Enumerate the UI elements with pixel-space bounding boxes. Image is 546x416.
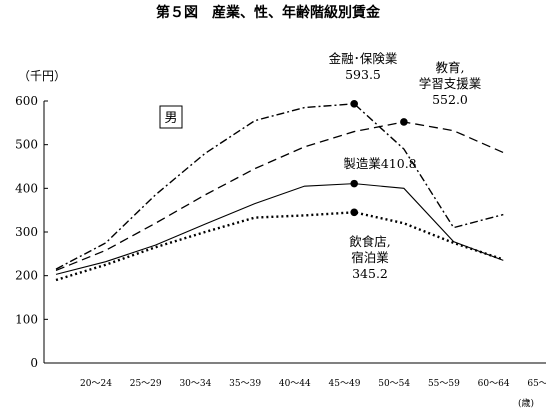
y-tick-label: 600 bbox=[15, 94, 38, 108]
x-tick-label: 50～54 bbox=[378, 379, 410, 389]
x-tick-label: 60～64 bbox=[478, 379, 510, 389]
series-annotation: 製造業410.8 bbox=[343, 156, 416, 171]
x-unit-label: (歳) bbox=[518, 397, 534, 409]
x-tick-label: 55～59 bbox=[428, 379, 460, 389]
series-line bbox=[55, 211, 504, 282]
y-tick-label: 400 bbox=[15, 181, 38, 195]
series-line bbox=[55, 183, 504, 275]
series-annotation: 教育, bbox=[436, 60, 465, 75]
chart-title: 第５図 産業、性、年齢階級別賃金 bbox=[156, 4, 381, 21]
series-annotation: 飲食店, bbox=[349, 234, 390, 249]
x-tick-label: 40～44 bbox=[279, 379, 311, 389]
x-tick-label: 35～39 bbox=[229, 379, 261, 389]
x-tick-label: 30～34 bbox=[179, 379, 211, 389]
series-annotation: 宿泊業 bbox=[351, 250, 389, 265]
peak-marker bbox=[350, 100, 359, 108]
sex-label-frame bbox=[159, 105, 183, 129]
sex-label-box: 男 bbox=[159, 105, 183, 129]
series-annotation: 学習支援業 bbox=[419, 76, 482, 91]
y-tick-label: 100 bbox=[15, 312, 38, 326]
series-line bbox=[55, 121, 504, 272]
x-tick-label: 65～69 bbox=[527, 379, 546, 389]
x-tick-label: 45～49 bbox=[329, 379, 361, 389]
peak-marker bbox=[400, 118, 408, 126]
y-tick-label: 200 bbox=[15, 269, 38, 283]
series-annotation: 552.0 bbox=[432, 92, 468, 107]
y-tick-label: 0 bbox=[30, 356, 38, 370]
y-tick-label: 500 bbox=[15, 138, 38, 152]
peak-marker bbox=[350, 208, 359, 217]
peak-marker bbox=[350, 179, 359, 188]
series-line bbox=[55, 103, 504, 270]
plot-area: 0 100 200 300 400 500 600 20～24 25～29 30～34 35～39… bbox=[15, 51, 546, 389]
series-annotation: 593.5 bbox=[345, 67, 381, 82]
y-tick-label: 300 bbox=[15, 225, 38, 239]
x-tick-label: 25～29 bbox=[130, 379, 162, 389]
y-unit-label: （千円） bbox=[18, 69, 66, 83]
series-annotation: 金融･保険業 bbox=[329, 51, 398, 66]
series-annotation: 345.2 bbox=[352, 266, 388, 281]
x-tick-label: 20～24 bbox=[80, 379, 112, 389]
sex-label: 男 bbox=[164, 111, 177, 126]
